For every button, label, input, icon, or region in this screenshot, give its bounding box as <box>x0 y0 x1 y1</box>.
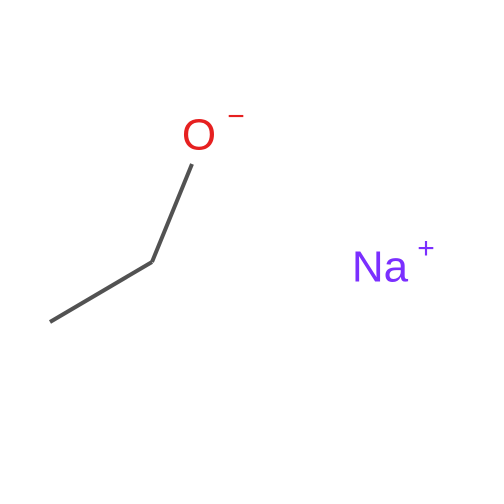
oxygen-charge: − <box>227 100 245 133</box>
sodium-charge: + <box>417 232 435 265</box>
bond-line <box>152 164 192 262</box>
oxygen-atom: O <box>182 111 216 160</box>
bond-line <box>50 262 152 322</box>
sodium-atom: Na <box>352 243 409 292</box>
molecule-diagram: O − Na + <box>0 0 504 504</box>
